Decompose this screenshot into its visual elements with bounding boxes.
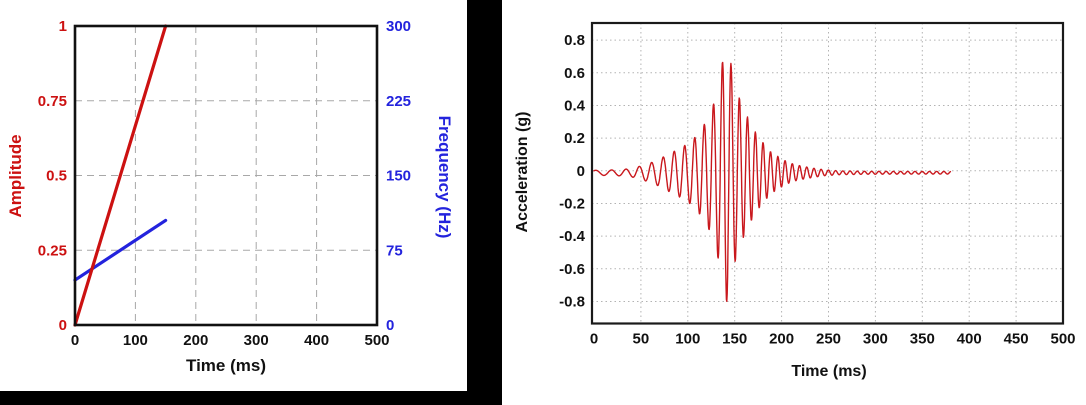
y-tick-label: -0.4 <box>559 228 586 245</box>
x-tick-label: 100 <box>123 332 148 349</box>
right-y-tick-label: 150 <box>386 168 411 185</box>
left-y-tick-label: 0 <box>59 317 67 334</box>
y-tick-label: -0.6 <box>559 261 585 278</box>
x-tick-label: 300 <box>863 331 888 348</box>
acceleration-waveform <box>593 61 952 302</box>
x-tick-label: 400 <box>957 331 982 348</box>
x-tick-label: 250 <box>816 331 841 348</box>
x-tick-label: 200 <box>769 331 794 348</box>
left-y-axis-label: Amplitude <box>6 134 25 218</box>
left-y-tick-label: 1 <box>59 18 67 35</box>
x-tick-label: 0 <box>71 332 79 349</box>
x-tick-label: 450 <box>1004 331 1029 348</box>
sweep-chart-plot: 0 100 200 300 400 50000.250.50.75107515022530… <box>38 18 411 349</box>
plot-frame <box>73 24 379 327</box>
x-tick-label: 50 <box>633 331 650 348</box>
right-y-tick-label: 300 <box>386 18 411 35</box>
acceleration-chart-panel: 0 50 100 150 200 250 300 350 400 450 500 0.8 0.6 0.4 0… <box>502 0 1086 405</box>
x-tick-label: 0 <box>590 331 598 348</box>
x-tick-label: 100 <box>675 331 700 348</box>
sweep-chart-panel: 0 100 200 300 400 500 0 0.25 0.5 0.75 1 0 75 150 225 30… <box>0 0 467 391</box>
plot-frame <box>590 21 1065 325</box>
right-y-axis-label: Frequency (Hz) <box>435 115 454 239</box>
x-tick-label: 400 <box>304 332 329 349</box>
x-tick-label: 350 <box>910 331 935 348</box>
y-tick-label: 0 <box>577 163 585 180</box>
left-y-tick-label: 0.25 <box>38 242 67 259</box>
y-tick-label: 0.6 <box>564 65 585 82</box>
y-tick-label: 0.4 <box>564 97 586 114</box>
left-y-tick-label: 0.5 <box>46 168 67 185</box>
left-y-tick-label: 0.75 <box>38 93 67 110</box>
acceleration-y-axis-label: Acceleration (g) <box>514 111 531 233</box>
x-tick-label: 500 <box>364 332 389 349</box>
right-y-tick-label: 0 <box>386 317 394 334</box>
x-tick-label: 200 <box>183 332 208 349</box>
y-tick-label: -0.8 <box>559 293 585 310</box>
x-tick-label: 300 <box>244 332 269 349</box>
right-chart-x-axis-label: Time (ms) <box>791 363 867 380</box>
y-tick-label: -0.2 <box>559 195 585 212</box>
acceleration-chart-plot: 0 50 100 150 200 250 300 350 400 450 500 0.8 0.6 0.4 0… <box>559 21 1076 348</box>
x-tick-label: 500 <box>1050 331 1075 348</box>
right-y-tick-label: 75 <box>386 242 403 259</box>
x-tick-label: 150 <box>722 331 747 348</box>
amplitude-ramp-line <box>73 24 168 327</box>
right-y-tick-label: 225 <box>386 93 411 110</box>
left-chart-x-axis-label: Time (ms) <box>186 356 266 375</box>
y-tick-label: 0.2 <box>564 130 585 147</box>
y-tick-label: 0.8 <box>564 32 585 49</box>
